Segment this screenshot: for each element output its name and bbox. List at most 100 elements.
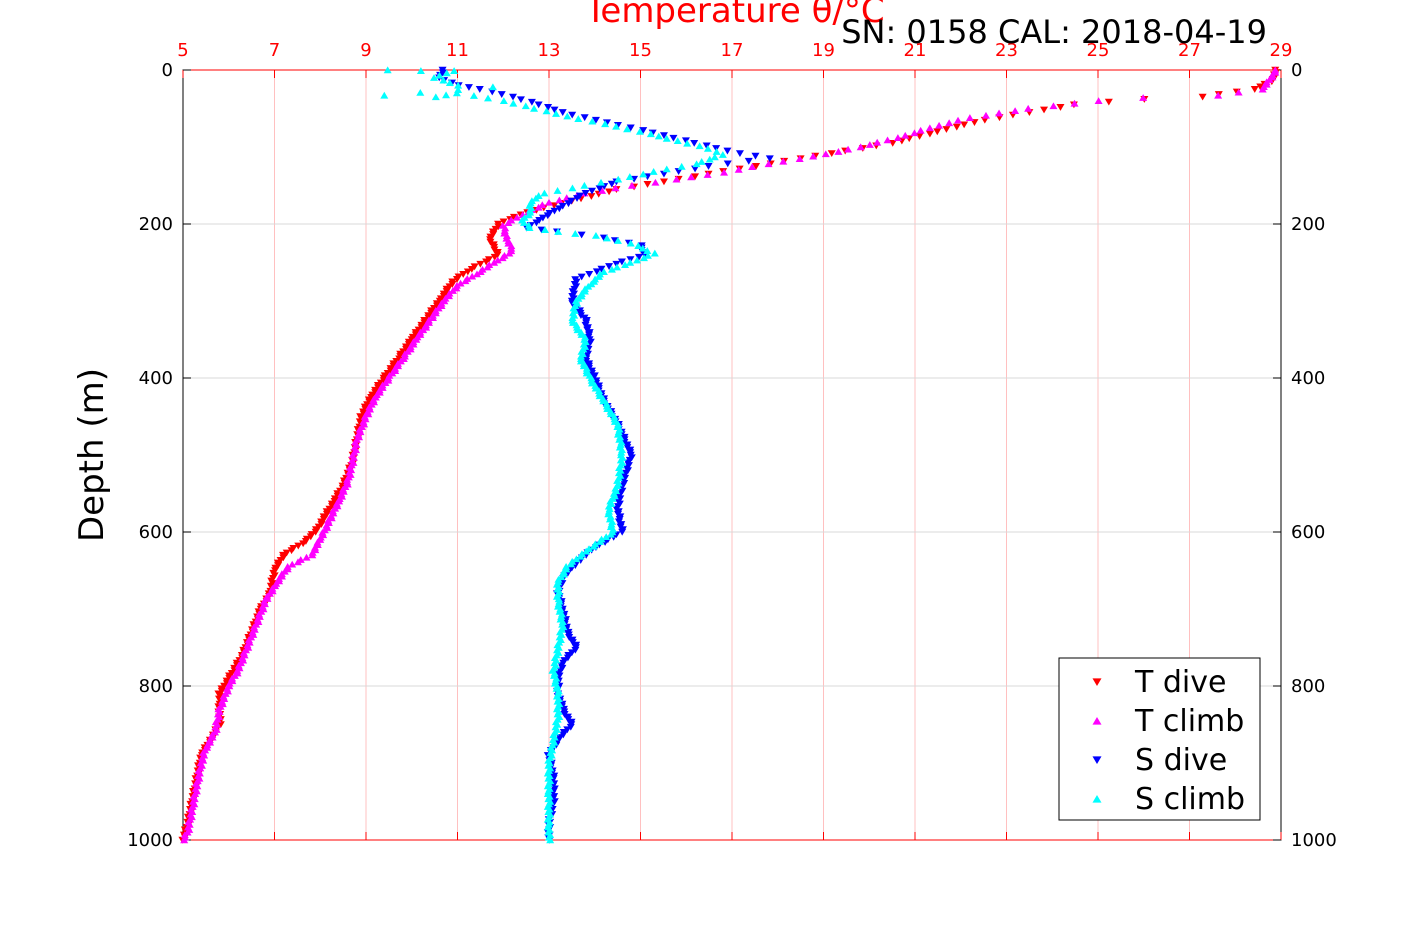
data-point — [484, 94, 492, 102]
data-point — [311, 528, 320, 536]
data-point — [1256, 83, 1265, 91]
y-tick-label-right: 800 — [1291, 676, 1325, 697]
data-point — [595, 273, 604, 280]
data-point — [659, 132, 668, 140]
data-point — [681, 137, 690, 145]
data-point — [611, 184, 620, 192]
legend: T dive T climb S dive S climb — [1058, 657, 1261, 821]
data-point — [416, 67, 425, 74]
data-point — [499, 97, 508, 104]
data-point — [525, 224, 534, 232]
data-point — [530, 104, 539, 112]
data-point — [865, 141, 874, 148]
data-point — [821, 150, 830, 158]
data-point — [883, 136, 892, 144]
data-point — [995, 109, 1004, 117]
legend-label: T dive — [1134, 665, 1226, 700]
data-point — [595, 538, 604, 545]
data-point — [483, 263, 492, 271]
data-point — [546, 836, 555, 844]
data-point — [954, 116, 963, 124]
data-point — [1104, 98, 1113, 106]
data-point — [581, 190, 590, 197]
data-point — [598, 187, 607, 194]
data-point — [795, 155, 804, 163]
x-tick-label: 15 — [629, 40, 652, 61]
data-point — [844, 145, 853, 153]
data-point — [597, 265, 606, 273]
data-point — [1011, 107, 1020, 115]
data-point — [873, 138, 882, 146]
data-point — [703, 144, 712, 152]
data-point — [504, 219, 513, 227]
data-point — [673, 137, 682, 145]
data-point — [527, 98, 536, 106]
data-point — [634, 242, 643, 249]
legend-marker — [1092, 756, 1102, 765]
data-point — [605, 188, 614, 196]
data-point — [1234, 88, 1243, 96]
y-tick-label-left: 0 — [162, 60, 173, 81]
data-point — [602, 533, 611, 541]
data-point — [553, 187, 562, 194]
data-point — [748, 163, 757, 170]
data-point — [1070, 99, 1079, 107]
data-point — [550, 207, 559, 215]
data-point — [901, 131, 910, 139]
data-point — [383, 66, 392, 74]
data-point — [452, 89, 461, 97]
data-point — [282, 549, 291, 557]
data-point — [576, 552, 585, 560]
data-point — [180, 836, 189, 844]
data-point — [659, 178, 668, 186]
data-point — [293, 558, 302, 566]
legend-marker — [1092, 716, 1102, 725]
data-point — [416, 88, 425, 96]
data-point — [573, 195, 582, 202]
data-point — [834, 148, 843, 155]
data-point — [482, 258, 491, 266]
data-point — [691, 165, 700, 173]
data-point — [643, 181, 652, 188]
y-tick-label-right: 0 — [1291, 60, 1302, 81]
data-point — [638, 244, 647, 252]
x-tick-label: 9 — [360, 40, 371, 61]
data-point — [476, 268, 485, 275]
data-point — [534, 101, 543, 109]
data-point — [942, 126, 951, 133]
data-point — [634, 253, 643, 261]
data-point — [534, 203, 543, 211]
data-point — [960, 121, 969, 129]
data-point — [430, 74, 439, 81]
data-point — [614, 175, 623, 183]
data-point — [712, 148, 721, 155]
data-point — [809, 152, 818, 160]
data-point — [532, 219, 541, 227]
data-point — [925, 130, 934, 138]
legend-box — [1058, 657, 1261, 821]
data-point — [639, 254, 648, 262]
data-point — [467, 265, 476, 273]
data-point — [779, 157, 788, 165]
data-point — [591, 116, 600, 124]
data-point — [568, 184, 577, 192]
data-point — [589, 542, 598, 550]
data-point — [650, 249, 659, 257]
legend-label: S climb — [1135, 782, 1245, 817]
data-point — [582, 547, 591, 555]
data-point — [752, 163, 761, 170]
data-point — [490, 253, 499, 261]
data-point — [659, 170, 668, 178]
data-point — [606, 530, 615, 538]
data-point — [537, 226, 546, 234]
data-point — [744, 157, 753, 165]
series-layer — [178, 66, 1281, 844]
data-point — [571, 230, 580, 237]
data-point — [646, 130, 655, 138]
data-point — [654, 132, 663, 140]
data-point — [626, 258, 635, 266]
x-tick-label: 29 — [1270, 40, 1293, 61]
data-point — [468, 272, 477, 280]
data-point — [1049, 102, 1058, 110]
